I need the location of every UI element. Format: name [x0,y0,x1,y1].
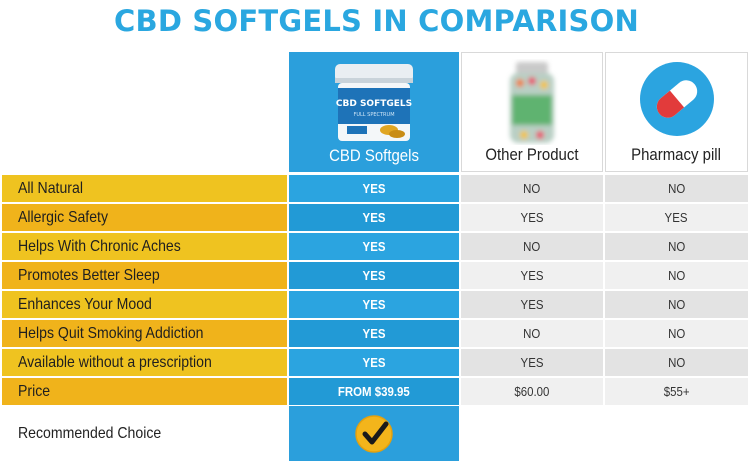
cbd-softgels-value: FROM $39.95 [289,378,459,405]
other-product-value: NO [461,320,603,347]
pharmacy-pill-value: NO [605,175,748,202]
column-label-other-product: Other Product [485,145,579,164]
cbd-softgels-value: YES [289,262,459,289]
pharmacy-pill-value: NO [605,349,748,376]
pharmacy-pill-value: NO [605,320,748,347]
cell-value: NO [667,326,686,341]
blurred-bottle-image [510,62,554,143]
pharmacy-pill-value: NO [605,262,748,289]
cell-value: FROM $39.95 [338,384,410,399]
cell-value: NO [667,355,686,370]
jar-brand-text: CBD SOFTGELS [336,99,412,109]
cell-value: $55+ [663,384,690,399]
column-label-pharmacy-pill: Pharmacy pill [631,145,722,164]
cell-value: YES [362,297,386,312]
cell-value: NO [667,181,686,196]
feature-label: Helps With Chronic Aches [18,237,181,255]
pharmacy-pill-value: NO [605,291,748,318]
feature-label: Promotes Better Sleep [18,266,160,284]
cbd-softgels-value: YES [289,233,459,260]
table-row-feature: Allergic Safety [2,204,287,231]
pharmacy-pill-value: NO [605,233,748,260]
cell-value: NO [523,239,541,254]
pill-icon [639,62,714,136]
feature-label: Enhances Your Mood [18,295,152,313]
table-row-feature: Helps With Chronic Aches [2,233,287,260]
cbd-softgels-value: YES [289,349,459,376]
other-product-value: YES [461,291,603,318]
column-header-pharmacy-pill: Pharmacy pill [605,52,748,172]
cell-value: NO [667,239,686,254]
table-row-feature: All Natural [2,175,287,202]
other-product-value: YES [461,204,603,231]
other-product-value: NO [461,233,603,260]
feature-label: Price [18,382,51,400]
cell-value: NO [523,181,541,196]
feature-label: Helps Quit Smoking Addiction [18,324,204,342]
table-row-feature: Price [2,378,287,405]
feature-label: Allergic Safety [18,208,108,226]
cell-value: YES [665,210,688,225]
page-title: CBD SOFTGELS IN COMPARISON [114,4,639,38]
recommended-choice-cell [289,406,459,461]
column-header-other-product: Other Product [461,52,603,172]
cell-value: NO [667,297,686,312]
cell-value: NO [667,268,686,283]
cbd-softgels-value: YES [289,175,459,202]
table-row-feature: Promotes Better Sleep [2,262,287,289]
cbd-softgels-jar-image: CBD SOFTGELS FULL SPECTRUM [335,64,413,141]
cell-value: YES [520,297,544,312]
jar-sub-text: FULL SPECTRUM [353,112,394,118]
cell-value: YES [362,210,386,225]
recommended-choice-label: Recommended Choice [2,406,287,461]
pharmacy-pill-value: YES [605,204,748,231]
column-header-cbd-softgels: CBD SOFTGELS FULL SPECTRUM CBD Softgels [289,52,459,172]
cell-value: YES [520,210,544,225]
cell-value: YES [362,181,386,196]
cell-value: YES [362,355,386,370]
cell-value: YES [362,268,386,283]
feature-label: All Natural [18,179,83,197]
other-product-value: $60.00 [461,378,603,405]
cell-value: $60.00 [514,384,550,399]
checkmark-icon [355,414,393,453]
feature-label: Available without a prescription [18,353,212,371]
cell-value: NO [523,326,541,341]
recommended-choice-text: Recommended Choice [18,424,162,442]
other-product-value: NO [461,175,603,202]
table-row-feature: Enhances Your Mood [2,291,287,318]
other-product-value: YES [461,349,603,376]
cbd-softgels-value: YES [289,291,459,318]
cell-value: YES [520,268,544,283]
cell-value: YES [362,239,386,254]
table-row-feature: Available without a prescription [2,349,287,376]
other-product-value: YES [461,262,603,289]
cell-value: YES [362,326,386,341]
cbd-softgels-value: YES [289,320,459,347]
pharmacy-pill-value: $55+ [605,378,748,405]
cell-value: YES [520,355,544,370]
table-row-feature: Helps Quit Smoking Addiction [2,320,287,347]
column-label-cbd-softgels: CBD Softgels [329,146,419,165]
cbd-softgels-value: YES [289,204,459,231]
